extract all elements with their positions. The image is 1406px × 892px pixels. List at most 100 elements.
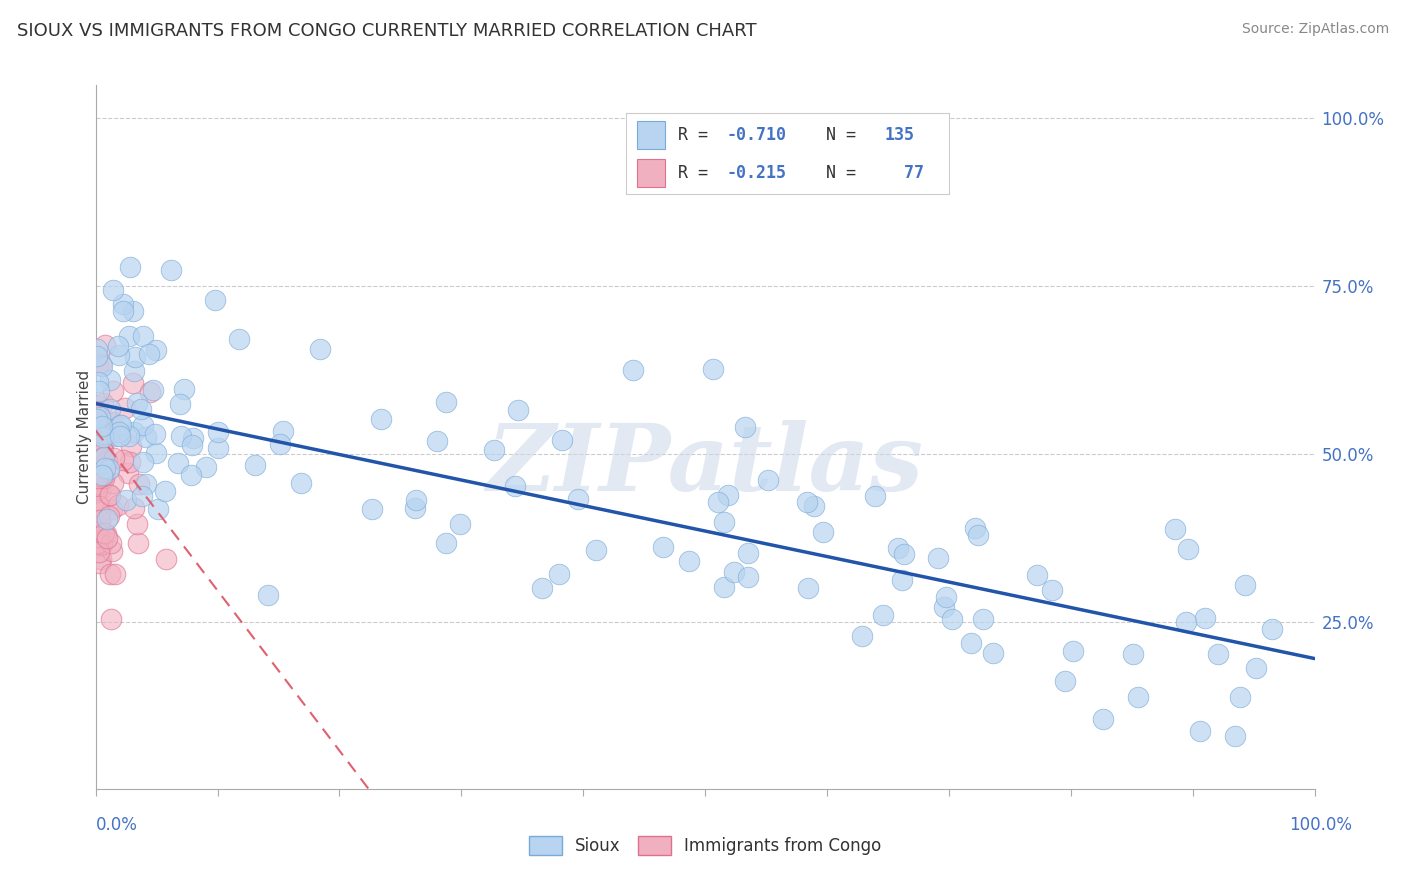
Point — [723, 565, 745, 579]
Point — [111, 296, 134, 310]
Point — [96, 531, 118, 545]
Point — [935, 591, 957, 605]
Point — [98, 487, 121, 501]
Point — [1229, 690, 1251, 705]
Point — [120, 455, 142, 469]
Point — [87, 471, 110, 485]
Y-axis label: Currently Married: Currently Married — [77, 370, 91, 504]
Text: 100.0%: 100.0% — [1289, 816, 1353, 834]
Point — [98, 372, 121, 386]
Point — [1244, 661, 1267, 675]
Point — [87, 404, 110, 418]
Point — [204, 293, 226, 307]
Point — [90, 450, 112, 465]
Point — [91, 419, 114, 434]
Point — [122, 500, 145, 515]
Point — [194, 459, 217, 474]
Point — [706, 494, 728, 508]
Point — [89, 530, 111, 544]
Point — [89, 384, 111, 399]
Point — [90, 442, 112, 457]
Point — [981, 646, 1004, 660]
Text: ZIPatlas: ZIPatlas — [486, 420, 924, 510]
Point — [887, 541, 910, 555]
Point — [93, 440, 115, 454]
Point — [86, 404, 108, 418]
Point — [1122, 648, 1144, 662]
Point — [105, 428, 128, 442]
Point — [713, 580, 735, 594]
Legend: Sioux, Immigrants from Congo: Sioux, Immigrants from Congo — [522, 830, 889, 863]
Point — [87, 469, 110, 483]
Point — [118, 429, 141, 443]
Point — [567, 491, 589, 506]
Point — [111, 452, 134, 467]
Point — [101, 415, 124, 429]
Point — [89, 556, 111, 570]
Point — [124, 364, 146, 378]
Point — [103, 451, 125, 466]
Point — [132, 455, 155, 469]
Point — [449, 516, 471, 531]
Point — [132, 329, 155, 343]
Point — [96, 426, 118, 441]
Point — [257, 588, 280, 602]
Point — [173, 383, 195, 397]
Point — [87, 399, 110, 413]
Point — [434, 394, 457, 409]
Point — [146, 502, 169, 516]
Point — [90, 537, 112, 551]
Point — [86, 482, 108, 496]
Point — [87, 498, 110, 512]
Point — [90, 468, 112, 483]
Point — [94, 527, 117, 541]
Point — [120, 439, 142, 453]
Point — [100, 612, 122, 626]
Point — [98, 401, 121, 416]
Point — [96, 454, 118, 468]
Point — [180, 438, 202, 452]
Point — [269, 437, 291, 451]
Point — [934, 600, 956, 615]
Point — [101, 475, 124, 490]
Point — [86, 407, 108, 421]
Point — [1092, 712, 1115, 726]
Point — [93, 450, 115, 464]
Point — [851, 630, 873, 644]
Point — [107, 425, 129, 440]
Point — [811, 525, 834, 540]
Point — [125, 396, 148, 410]
Point — [927, 550, 949, 565]
Point — [1126, 690, 1149, 704]
Point — [86, 412, 108, 426]
Point — [963, 520, 986, 534]
Point — [1062, 644, 1084, 658]
Point — [89, 513, 111, 527]
Point — [96, 511, 118, 525]
Point — [108, 429, 131, 443]
Point — [89, 513, 111, 527]
Point — [181, 431, 204, 445]
Point — [87, 545, 110, 559]
Point — [652, 541, 675, 555]
Point — [1174, 615, 1197, 629]
Point — [112, 304, 135, 318]
Point — [107, 339, 129, 353]
Point — [103, 384, 125, 398]
Point — [271, 424, 294, 438]
Point — [122, 303, 145, 318]
Point — [1189, 723, 1212, 738]
Point — [145, 343, 167, 358]
Point — [98, 488, 121, 502]
Point — [872, 608, 894, 623]
Point — [86, 480, 108, 494]
Point — [91, 396, 114, 410]
Point — [125, 517, 148, 532]
Point — [90, 551, 112, 566]
Point — [1053, 673, 1076, 688]
Point — [145, 446, 167, 460]
Point — [129, 402, 152, 417]
Point — [737, 546, 759, 560]
Point — [405, 492, 427, 507]
Point — [128, 477, 150, 491]
